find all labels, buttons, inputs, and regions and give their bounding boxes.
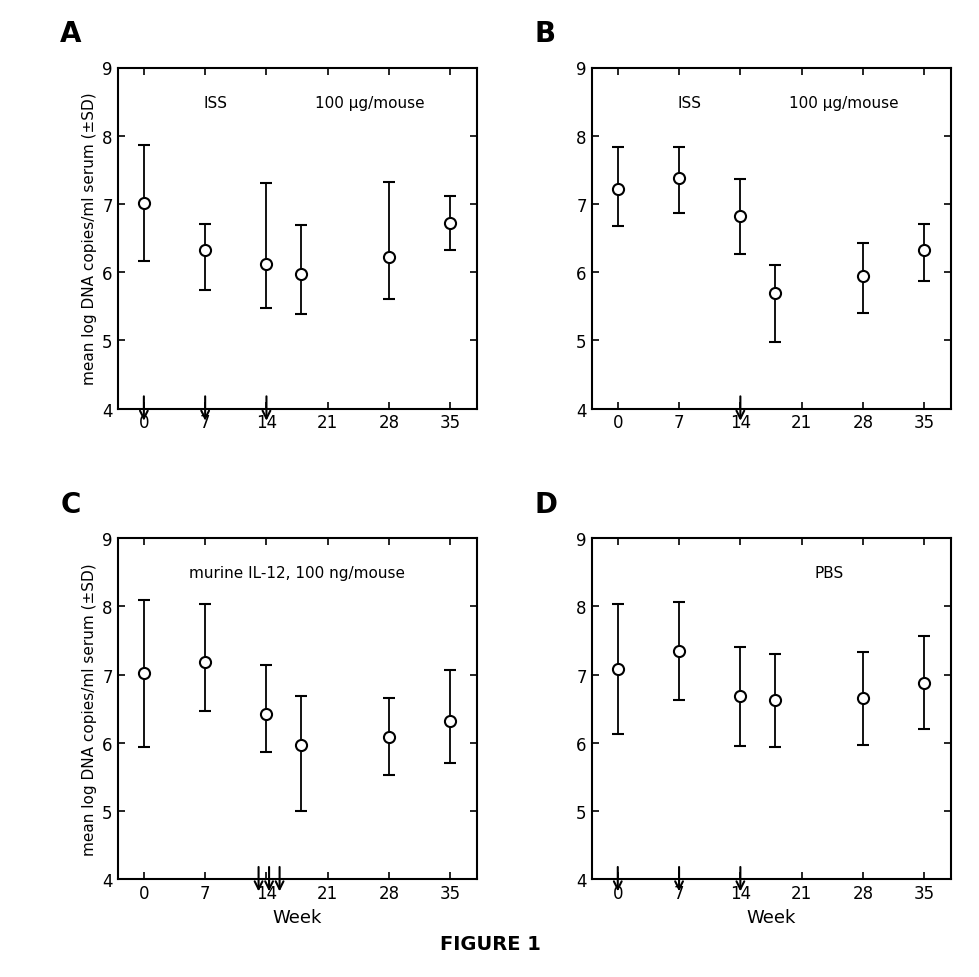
Text: D: D (534, 490, 556, 518)
Text: murine IL-12, 100 ng/mouse: murine IL-12, 100 ng/mouse (189, 566, 405, 580)
Text: 100 μg/mouse: 100 μg/mouse (788, 96, 898, 110)
Y-axis label: mean log DNA copies/ml serum (±SD): mean log DNA copies/ml serum (±SD) (81, 93, 97, 385)
Text: C: C (60, 490, 80, 518)
Text: ISS: ISS (204, 96, 227, 110)
Text: PBS: PBS (814, 566, 843, 580)
Text: A: A (60, 20, 81, 48)
Text: B: B (534, 20, 555, 48)
Y-axis label: mean log DNA copies/ml serum (±SD): mean log DNA copies/ml serum (±SD) (81, 563, 97, 855)
Text: 100 μg/mouse: 100 μg/mouse (315, 96, 424, 110)
X-axis label: Week: Week (272, 908, 321, 925)
Text: FIGURE 1: FIGURE 1 (440, 934, 539, 953)
X-axis label: Week: Week (746, 908, 795, 925)
Text: ISS: ISS (677, 96, 701, 110)
